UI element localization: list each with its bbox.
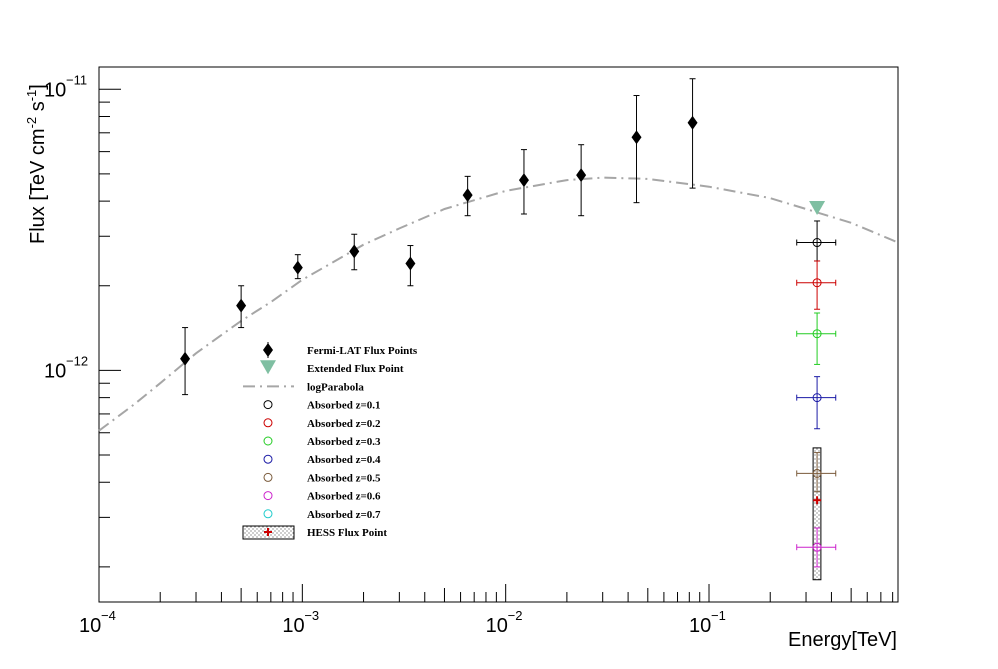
legend-label: Absorbed z=0.1 [307, 400, 381, 412]
legend-label: logParabola [307, 381, 364, 393]
legend-entry: Absorbed z=0.1 [263, 400, 381, 412]
legend-label: Absorbed z=0.4 [307, 454, 381, 466]
x-tick-label: 10 [689, 615, 711, 637]
data-point [812, 329, 822, 339]
x-tick-label-exponent: −4 [101, 608, 116, 623]
data-points [180, 78, 837, 568]
legend-marker [263, 436, 273, 446]
data-point [576, 168, 587, 183]
legend-marker [260, 360, 276, 375]
legend: Fermi-LAT Flux Points Extended Flux Point… [242, 342, 418, 540]
legend-label: Absorbed z=0.5 [307, 472, 381, 484]
data-point [236, 298, 247, 313]
y-tick-label-exponent: −11 [66, 72, 87, 87]
logparabola-curve [98, 176, 899, 432]
legend-label: Absorbed z=0.7 [307, 509, 381, 521]
data-point [812, 542, 822, 552]
x-tick-label-exponent: −1 [711, 608, 726, 623]
data-point [518, 173, 529, 188]
data-point [405, 256, 416, 271]
legend-entry: Absorbed z=0.6 [263, 491, 381, 503]
legend-label: Absorbed z=0.3 [307, 436, 381, 448]
hess-flux-box [812, 447, 822, 581]
y-tick-label: 10 [44, 360, 66, 382]
data-point [292, 260, 303, 275]
legend-marker [263, 400, 273, 410]
x-tick-label: 10 [79, 615, 101, 637]
data-point [809, 201, 826, 216]
y-tick-label: 10 [44, 79, 66, 101]
legend-entry: Extended Flux Point [260, 360, 404, 375]
legend-label: Absorbed z=0.6 [307, 491, 381, 503]
legend-marker [264, 528, 272, 536]
x-tick-label-exponent: −2 [508, 608, 523, 623]
legend-marker [263, 509, 273, 519]
data-point [180, 351, 191, 366]
data-point [462, 188, 473, 203]
legend-label: Absorbed z=0.2 [307, 418, 381, 430]
data-point [812, 393, 822, 403]
x-tick-label-exponent: −3 [304, 608, 319, 623]
legend-label: Fermi-LAT Flux Points [307, 345, 418, 357]
data-point [812, 238, 822, 248]
legend-entry: Absorbed z=0.2 [263, 418, 381, 430]
y-tick-label-exponent: −12 [66, 353, 88, 368]
legend-marker [263, 491, 273, 501]
legend-entry: Absorbed z=0.5 [263, 472, 381, 484]
data-point [812, 468, 822, 478]
legend-marker [263, 454, 273, 464]
x-tick-label: 10 [282, 615, 304, 637]
y-axis-ticks [99, 88, 121, 568]
plot-frame [98, 66, 899, 603]
data-point [349, 244, 360, 259]
y-axis-title: Flux [TeV cm-2 s-1] [24, 84, 49, 244]
data-point [813, 496, 822, 505]
legend-entry: Absorbed z=0.3 [263, 436, 381, 448]
data-point [687, 115, 698, 130]
x-axis-ticks [98, 584, 894, 602]
x-tick-label: 10 [486, 615, 508, 637]
data-point [631, 130, 642, 145]
legend-entry: Absorbed z=0.4 [263, 454, 381, 466]
legend-entry: Absorbed z=0.7 [263, 509, 381, 521]
data-point [812, 278, 822, 288]
legend-entry: Fermi-LAT Flux Points [263, 342, 418, 358]
legend-entry: logParabola [243, 381, 364, 393]
x-axis-title: Energy[TeV] [788, 629, 897, 651]
legend-label: Extended Flux Point [307, 363, 404, 375]
legend-entry: HESS Flux Point [242, 525, 387, 540]
legend-marker [263, 343, 273, 357]
legend-marker [263, 418, 273, 428]
legend-marker [263, 472, 273, 482]
legend-label: HESS Flux Point [307, 527, 387, 539]
